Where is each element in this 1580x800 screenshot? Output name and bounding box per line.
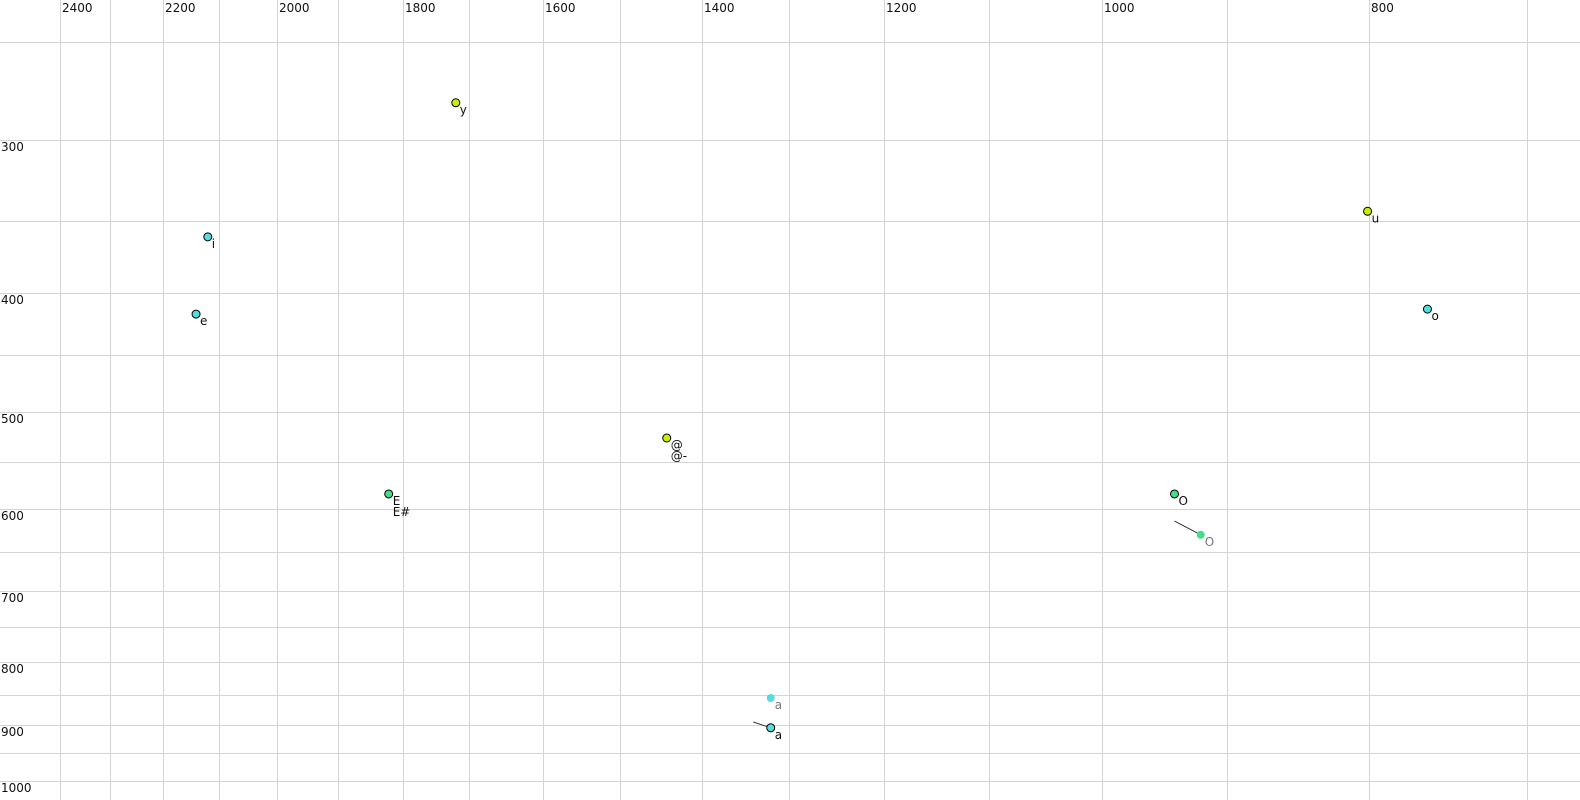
point-marker [766,694,775,702]
point-marker [1363,206,1373,216]
point-label: y [460,103,467,117]
y-tick-label: 800 [1,662,24,676]
point-label: u [1372,211,1380,225]
y-tick-label: 900 [1,725,24,739]
y-tick-label: 400 [1,293,24,307]
vowel-point-O: O [1174,520,1214,549]
point-marker [1196,530,1205,539]
data-points: y i e u o @@- EE# O Oa a [191,98,1439,742]
point-label: a [775,698,782,712]
point-marker [451,98,461,108]
x-tick-label: 1800 [405,1,436,15]
point-label: O [1205,535,1214,549]
x-tick-label: 1000 [1104,1,1135,15]
vowel-point-e: e [191,309,207,328]
point-label-secondary: E# [393,505,411,519]
point-label: i [212,237,215,251]
x-tick-label: 2400 [62,1,93,15]
point-marker [1170,489,1179,499]
x-tick-label: 1200 [886,1,917,15]
tick-labels: 2400 2200 2000 1800 1600 1400 1200 1000 800 300 40… [1,1,1394,795]
trajectory-line [1174,520,1201,536]
vowel-point-E: EE# [384,489,411,519]
point-label: a [775,728,782,742]
x-tick-label: 1400 [704,1,735,15]
point-marker [1422,304,1432,314]
x-tick-label: 2000 [279,1,310,15]
x-tick-label: 800 [1371,1,1394,15]
y-tick-label: 500 [1,412,24,426]
point-label: E [393,494,401,508]
point-label-secondary: @- [671,449,687,463]
y-tick-label: 1000 [1,781,32,795]
x-tick-label: 2200 [165,1,196,15]
vowel-point-a: a [753,721,782,742]
vowel-point-u: u [1363,206,1380,225]
y-tick-label: 600 [1,509,24,523]
vowel-point-O: O [1170,489,1188,508]
y-tick-label: 300 [1,140,24,154]
point-marker [766,723,776,733]
point-marker [203,232,213,242]
point-label: @ [671,438,683,452]
point-marker [662,433,672,443]
point-label: O [1179,494,1188,508]
vowel-point-@: @@- [662,433,687,463]
point-label: o [1431,309,1438,323]
vowel-point-o: o [1422,304,1439,323]
point-marker [384,489,394,499]
vowel-point-i: i [203,232,215,251]
vowel-point-a: a [766,694,782,712]
point-marker [191,309,201,319]
y-tick-label: 700 [1,591,24,605]
x-tick-label: 1600 [545,1,576,15]
point-label: e [200,314,207,328]
vowel-point-y: y [451,98,467,117]
